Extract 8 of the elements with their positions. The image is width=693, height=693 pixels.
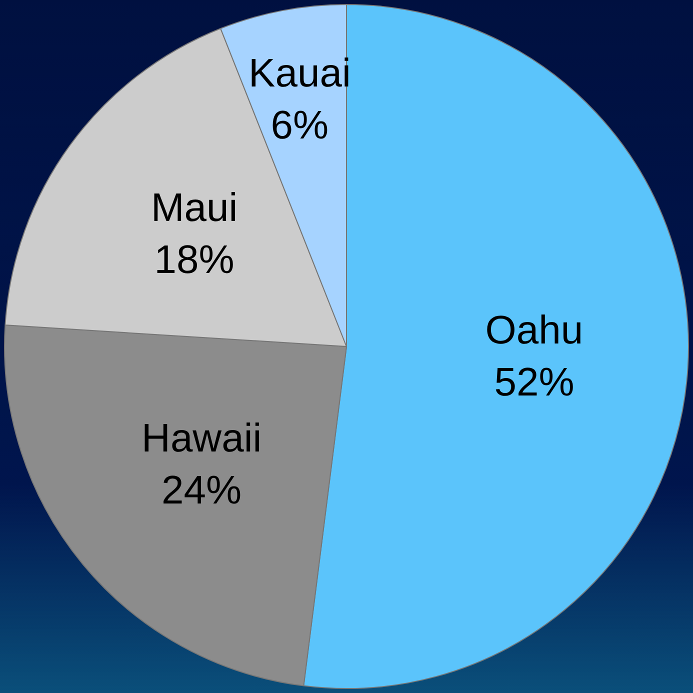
- slice-label: Hawaii: [142, 416, 262, 460]
- data-label: 18%: [154, 238, 234, 282]
- data-label: 6%: [270, 103, 329, 148]
- slice-label: Maui: [150, 186, 238, 230]
- data-label: 24%: [162, 468, 242, 512]
- slice-label: Kauai: [248, 51, 351, 96]
- slice-label: Oahu: [485, 308, 584, 352]
- data-label: 52%: [494, 360, 574, 404]
